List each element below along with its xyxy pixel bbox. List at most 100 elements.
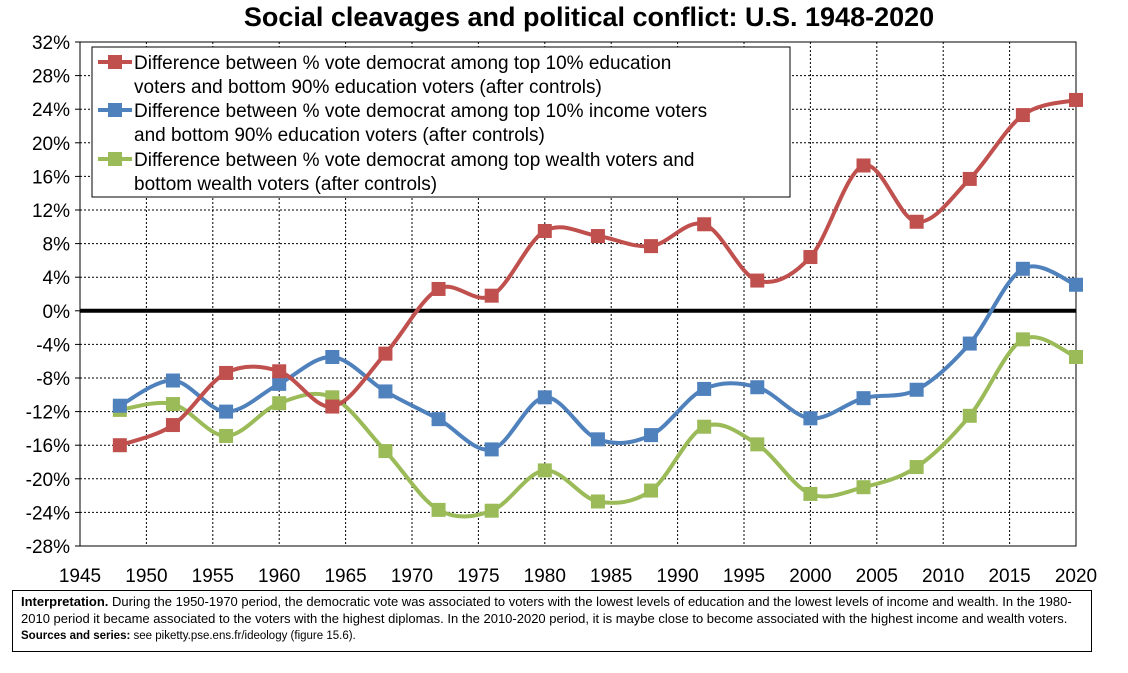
x-tick-label: 2015 <box>988 566 1030 587</box>
y-tick-label: 24% <box>32 100 70 121</box>
data-point-0 <box>1015 108 1030 123</box>
data-point-1 <box>856 391 871 406</box>
data-point-2 <box>750 437 765 452</box>
x-tick-label: 2005 <box>856 566 898 587</box>
data-point-2 <box>1015 332 1030 347</box>
x-tick-label: 1955 <box>192 566 234 587</box>
data-point-0 <box>378 346 393 361</box>
x-tick-label: 2000 <box>789 566 831 587</box>
data-point-0 <box>750 273 765 288</box>
legend-swatch-marker <box>108 55 122 69</box>
y-tick-label: 28% <box>32 67 70 88</box>
data-point-1 <box>325 350 340 364</box>
y-tick-label: 0% <box>43 302 71 323</box>
data-point-1 <box>803 411 818 426</box>
y-tick-label: -28% <box>26 537 70 558</box>
data-point-1 <box>697 381 712 396</box>
legend-entry: voters and bottom 90% education voters (… <box>134 77 602 98</box>
x-tick-label: 1985 <box>590 566 632 587</box>
legend-entry: bottom wealth voters (after controls) <box>134 174 437 195</box>
data-point-0 <box>537 224 552 238</box>
plot-area: 1945 1950 1955 1960 1965 1970 1975 1980 1985 1990… <box>26 33 1098 587</box>
y-tick-label: 12% <box>32 201 70 222</box>
data-point-0 <box>1069 92 1083 107</box>
data-point-0 <box>697 217 712 232</box>
data-point-0 <box>909 214 924 229</box>
data-point-0 <box>272 364 287 379</box>
data-point-1 <box>909 382 924 397</box>
y-tick-label: 32% <box>32 33 70 54</box>
x-tick-label: 2020 <box>1055 566 1097 587</box>
data-point-1 <box>431 412 446 427</box>
data-point-2 <box>537 463 552 478</box>
y-tick-label: 4% <box>43 268 71 289</box>
data-point-2 <box>856 480 871 495</box>
y-tick-label: 8% <box>43 235 71 256</box>
data-point-1 <box>962 336 977 351</box>
y-tick-label: 16% <box>32 167 70 188</box>
data-point-2 <box>484 503 499 518</box>
sources-label: Sources and series: <box>21 630 131 642</box>
sources-text: see piketty.pse.ens.fr/ideology (figure … <box>130 630 356 642</box>
data-point-0 <box>590 229 605 244</box>
legend-box <box>91 46 791 198</box>
data-point-0 <box>219 365 234 380</box>
y-tick-label: -16% <box>26 436 70 457</box>
x-tick-label: 1960 <box>258 566 300 587</box>
y-tick-label: -24% <box>26 503 70 524</box>
x-tick-label: 1945 <box>59 566 101 587</box>
data-point-2 <box>697 419 712 434</box>
data-point-0 <box>962 171 977 186</box>
chart-title: Social cleavages and political conflict:… <box>244 2 934 32</box>
legend-entry: Difference between % vote democrat among… <box>134 101 707 122</box>
data-point-1 <box>537 390 552 405</box>
data-point-1 <box>750 380 765 395</box>
interpretation-note: Interpretation. During the 1950-1970 per… <box>12 590 1092 652</box>
data-point-2 <box>962 408 977 423</box>
data-point-0 <box>644 239 659 254</box>
data-point-1 <box>484 442 499 457</box>
data-point-2 <box>219 428 234 443</box>
data-point-2 <box>431 502 446 517</box>
x-tick-label: 2010 <box>922 566 964 587</box>
data-point-1 <box>272 376 287 391</box>
data-point-1 <box>1069 277 1083 292</box>
x-tick-label: 1965 <box>324 566 366 587</box>
legend-swatch-marker <box>108 152 122 166</box>
data-point-1 <box>378 384 393 399</box>
data-point-2 <box>1069 350 1083 364</box>
data-point-0 <box>484 288 499 303</box>
data-point-2 <box>909 460 924 475</box>
data-point-0 <box>112 438 127 453</box>
x-tick-label: 1995 <box>723 566 765 587</box>
data-point-0 <box>431 281 446 296</box>
y-tick-label: -20% <box>26 470 70 491</box>
y-tick-label: 20% <box>32 134 70 155</box>
x-tick-label: 1990 <box>656 566 698 587</box>
data-point-0 <box>165 418 180 433</box>
x-tick-label: 1975 <box>457 566 499 587</box>
data-point-2 <box>272 396 287 411</box>
legend-entry: and bottom 90% education voters (after c… <box>134 125 545 146</box>
legend-swatch-marker <box>108 103 122 117</box>
data-point-2 <box>590 494 605 509</box>
data-point-1 <box>590 432 605 447</box>
data-point-1 <box>112 398 127 413</box>
data-point-2 <box>803 486 818 501</box>
data-point-1 <box>644 428 659 443</box>
data-point-1 <box>219 404 234 419</box>
data-point-1 <box>165 373 180 388</box>
data-point-1 <box>1015 261 1030 276</box>
data-point-2 <box>165 397 180 412</box>
data-point-0 <box>803 250 818 265</box>
x-tick-label: 1980 <box>524 566 566 587</box>
y-tick-label: -4% <box>36 335 70 356</box>
legend-entry: Difference between % vote democrat among… <box>134 150 694 171</box>
data-point-0 <box>325 399 340 414</box>
x-tick-label: 1970 <box>391 566 433 587</box>
note-text: During the 1950-1970 period, the democra… <box>21 594 1072 626</box>
y-tick-label: -12% <box>26 403 70 424</box>
y-tick-label: -8% <box>36 369 70 390</box>
note-label: Interpretation. <box>21 594 109 609</box>
